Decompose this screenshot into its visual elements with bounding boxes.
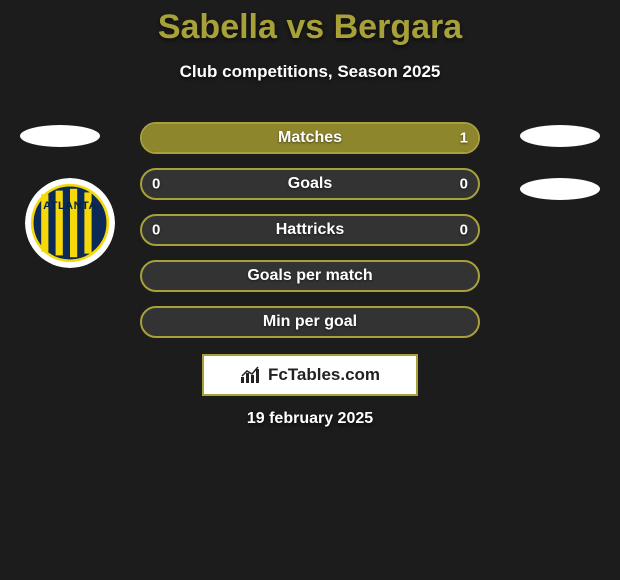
stat-row: Hattricks 0 0 (140, 214, 480, 246)
brand-badge[interactable]: FcTables.com (202, 354, 418, 396)
crest-label: ATLANTA (25, 200, 115, 212)
left-player-ellipse (20, 125, 100, 147)
stat-value-left: 0 (152, 176, 160, 193)
right-player-ellipse-2 (520, 178, 600, 200)
stat-row: Matches 1 (140, 122, 480, 154)
stat-value-right: 0 (460, 176, 468, 193)
date-line: 19 february 2025 (0, 410, 620, 428)
stat-label: Matches (278, 129, 342, 147)
stat-row: Min per goal (140, 306, 480, 338)
subtitle: Club competitions, Season 2025 (0, 62, 620, 82)
stat-row: Goals per match (140, 260, 480, 292)
chart-icon (240, 366, 262, 384)
club-crest-left: ATLANTA (25, 178, 115, 268)
atlanta-crest-icon (25, 178, 115, 268)
stat-value-right: 1 (460, 130, 468, 147)
brand-text: FcTables.com (268, 365, 380, 385)
stat-value-right: 0 (460, 222, 468, 239)
stat-row: Goals 0 0 (140, 168, 480, 200)
right-player-ellipse-1 (520, 125, 600, 147)
comparison-infographic: Sabella vs Bergara Club competitions, Se… (0, 0, 620, 580)
stat-label: Hattricks (276, 221, 344, 239)
stat-label: Goals (288, 175, 332, 193)
stat-label: Goals per match (247, 267, 372, 285)
page-title: Sabella vs Bergara (0, 8, 620, 47)
stat-value-left: 0 (152, 222, 160, 239)
stat-label: Min per goal (263, 313, 357, 331)
